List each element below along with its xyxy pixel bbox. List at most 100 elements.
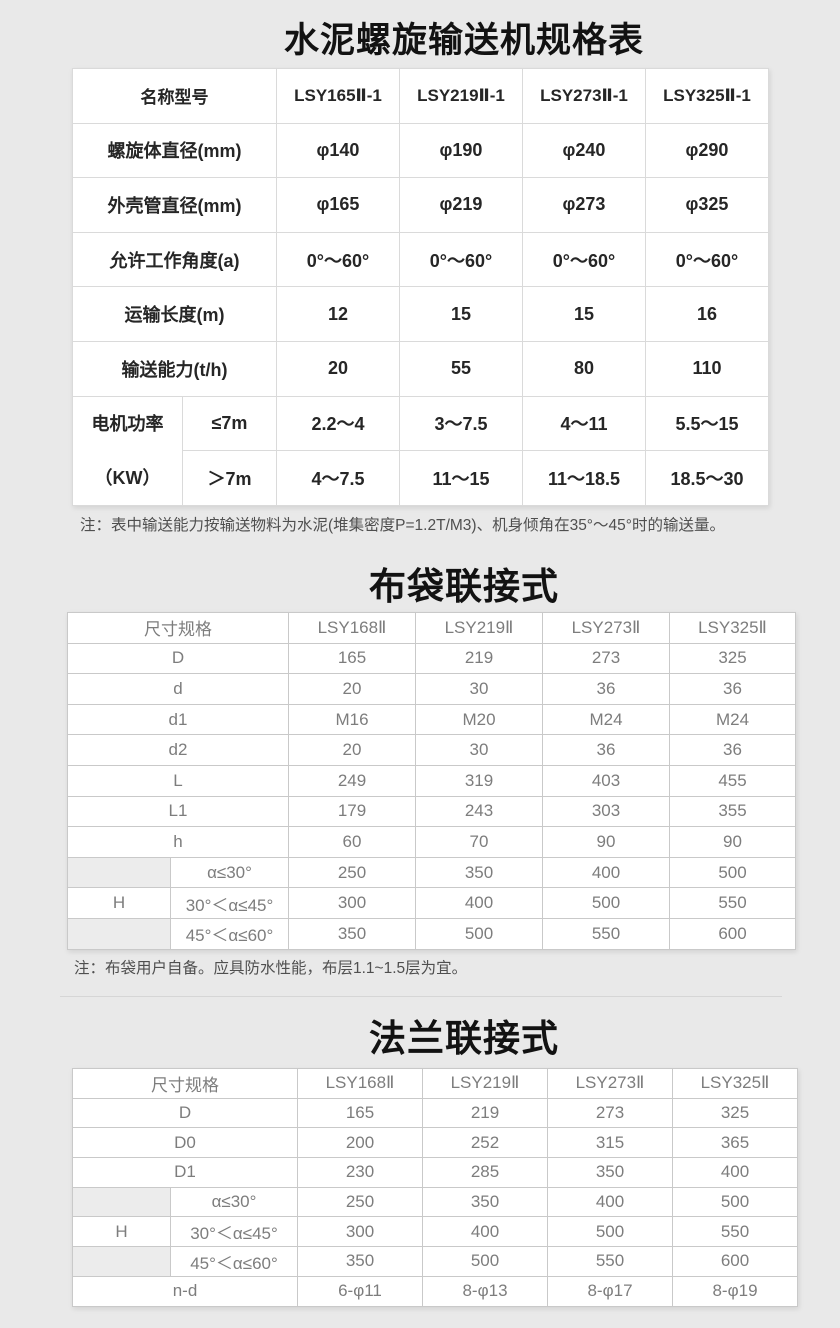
value-cell: 500 xyxy=(422,1246,548,1277)
value-cell: 550 xyxy=(547,1246,673,1277)
value-cell: M24 xyxy=(542,703,670,736)
value-cell: 600 xyxy=(672,1246,798,1277)
table-row: h 60 70 90 90 xyxy=(67,826,796,858)
value-cell: 110 xyxy=(645,340,769,397)
value-cell: φ190 xyxy=(399,122,523,179)
table-row: 输送能力(t/h) 20 55 80 110 xyxy=(72,340,769,397)
table-row: 45°＜α≤60° 350 500 550 600 xyxy=(72,1246,798,1277)
value-cell: 600 xyxy=(669,917,796,950)
value-cell: 300 xyxy=(288,887,416,919)
value-cell: 0°～60° xyxy=(522,231,646,288)
row-label-cell: n-d xyxy=(72,1275,298,1307)
value-cell: M24 xyxy=(669,703,796,736)
value-cell: 400 xyxy=(547,1186,673,1218)
value-cell: 300 xyxy=(297,1216,423,1248)
value-cell: 350 xyxy=(288,917,416,950)
table-row: 名称型号 LSY165Ⅱ-1 LSY219Ⅱ-1 LSY273Ⅱ-1 LSY325Ⅱ-1 xyxy=(72,68,769,124)
column-header-cell: LSY168Ⅱ xyxy=(297,1068,423,1099)
table-row: 电机功率 （KW） ≤7m 2.2～4 3～7.5 4～11 5.5～15 xyxy=(72,395,769,506)
value-cell: φ219 xyxy=(399,177,523,233)
column-header-cell: LSY325Ⅱ xyxy=(669,612,796,644)
value-cell: 285 xyxy=(422,1157,548,1188)
row-header-cell: 名称型号 xyxy=(72,68,277,124)
value-cell: 550 xyxy=(542,917,670,950)
value-cell: 36 xyxy=(542,734,670,766)
row-label-cell: D1 xyxy=(72,1157,298,1188)
row-label-cell: L xyxy=(67,764,289,797)
table-row: 尺寸规格 LSY168Ⅱ LSY219Ⅱ LSY273Ⅱ LSY325Ⅱ xyxy=(67,612,796,644)
value-cell: 315 xyxy=(547,1127,673,1159)
table-row: α≤30° 250 350 400 500 xyxy=(72,1186,798,1218)
value-cell: φ325 xyxy=(645,177,769,233)
table-row: D 165 219 273 325 xyxy=(72,1097,798,1129)
row-label-cell: D0 xyxy=(72,1127,298,1159)
value-cell: 4～7.5 xyxy=(276,450,400,506)
bag-table-title: 布袋联接式 xyxy=(369,566,559,607)
value-cell: 20 xyxy=(276,340,400,397)
value-cell: 303 xyxy=(542,795,670,828)
row-label-cell: D xyxy=(72,1097,298,1129)
row-label-cell: D xyxy=(67,642,289,675)
row-label-cell: 螺旋体直径(mm) xyxy=(72,122,277,179)
value-cell: 8-φ13 xyxy=(422,1275,548,1307)
spec-table-title: 水泥螺旋输送机规格表 xyxy=(283,21,644,60)
flange-table: 尺寸规格 LSY168Ⅱ LSY219Ⅱ LSY273Ⅱ LSY325Ⅱ D 165 219 2… xyxy=(72,1068,798,1307)
value-cell: 18.5～30 xyxy=(645,450,769,506)
value-cell: 319 xyxy=(415,764,543,797)
table-row: D0 200 252 315 365 xyxy=(72,1127,798,1159)
row-label-cell: L1 xyxy=(67,795,289,828)
value-cell: 15 xyxy=(399,286,523,342)
value-cell: 36 xyxy=(542,673,670,705)
value-cell: 60 xyxy=(288,826,416,858)
row-label-cell: 运输长度(m) xyxy=(72,286,277,342)
value-cell: 500 xyxy=(542,887,670,919)
value-cell: 252 xyxy=(422,1127,548,1159)
table-row: L 249 319 403 455 xyxy=(67,764,796,797)
table-row: ＞7m 4～7.5 11～15 11～18.5 18.5～30 xyxy=(73,450,769,506)
table-row: D 165 219 273 325 xyxy=(67,642,796,675)
value-cell: 0°～60° xyxy=(399,231,523,288)
column-header-cell: LSY273Ⅱ-1 xyxy=(522,68,646,124)
value-cell: 11～15 xyxy=(399,450,523,506)
value-cell: 350 xyxy=(547,1157,673,1188)
value-cell: 16 xyxy=(645,286,769,342)
condition-cell: 30°＜α≤45° xyxy=(170,887,289,919)
value-cell: 219 xyxy=(422,1097,548,1129)
bag-table: 尺寸规格 LSY168Ⅱ LSY219Ⅱ LSY273Ⅱ LSY325Ⅱ D 165 219 2… xyxy=(67,612,796,950)
column-header-cell: LSY165Ⅱ-1 xyxy=(276,68,400,124)
empty-gray-cell xyxy=(72,1246,171,1277)
value-cell: φ290 xyxy=(645,122,769,179)
condition-cell: 45°＜α≤60° xyxy=(170,917,289,950)
column-header-cell: LSY325Ⅱ xyxy=(672,1068,798,1099)
value-cell: 250 xyxy=(297,1186,423,1218)
value-cell: 550 xyxy=(672,1216,798,1248)
value-cell: 500 xyxy=(547,1216,673,1248)
value-cell: φ140 xyxy=(276,122,400,179)
condition-cell: ＞7m xyxy=(182,450,277,506)
condition-cell: ≤7m xyxy=(182,395,277,452)
value-cell: 2.2～4 xyxy=(276,395,400,452)
value-cell: 350 xyxy=(422,1186,548,1218)
value-cell: 250 xyxy=(288,856,416,889)
table-row: n-d 6-φ11 8-φ13 8-φ17 8-φ19 xyxy=(72,1275,798,1307)
value-cell: 5.5～15 xyxy=(645,395,769,452)
column-header-cell: LSY273Ⅱ xyxy=(542,612,670,644)
row-label-cell: h xyxy=(67,826,289,858)
row-label-cell: d1 xyxy=(67,703,289,736)
table-row: L1 179 243 303 355 xyxy=(67,795,796,828)
motor-power-label-line1: 电机功率 xyxy=(91,413,164,434)
value-cell: 36 xyxy=(669,673,796,705)
value-cell: 12 xyxy=(276,286,400,342)
motor-power-label-cell: 电机功率 （KW） xyxy=(72,395,183,506)
row-header-cell: 尺寸规格 xyxy=(67,612,289,644)
value-cell: 403 xyxy=(542,764,670,797)
h-label-cell: H xyxy=(72,1216,171,1248)
value-cell: 20 xyxy=(288,734,416,766)
table-row: 螺旋体直径(mm) φ140 φ190 φ240 φ290 xyxy=(72,122,769,179)
value-cell: 30 xyxy=(415,673,543,705)
value-cell: 325 xyxy=(672,1097,798,1129)
value-cell: φ165 xyxy=(276,177,400,233)
value-cell: 400 xyxy=(415,887,543,919)
value-cell: 55 xyxy=(399,340,523,397)
column-header-cell: LSY168Ⅱ xyxy=(288,612,416,644)
